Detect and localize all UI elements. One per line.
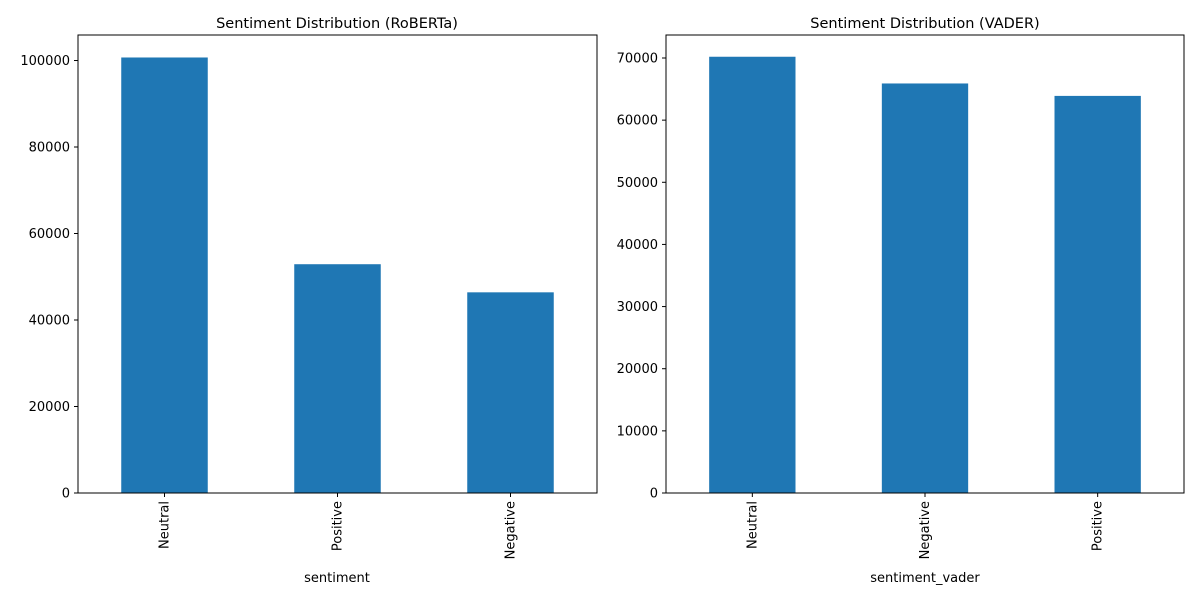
y-tick-label: 50000 (617, 176, 658, 191)
x-axis-label: sentiment_vader (870, 571, 980, 586)
y-axis-ticks: 0 20000 40000 60000 80000 100000 (20, 54, 78, 502)
y-tick-label: 40000 (29, 314, 70, 329)
bar-positive (1054, 95, 1141, 494)
chart-title: Sentiment Distribution (VADER) (810, 16, 1039, 32)
y-tick-label: 30000 (617, 300, 658, 315)
x-axis-ticks: Neutral Positive Negative (158, 493, 519, 559)
x-tick-label: Positive (331, 501, 346, 551)
chart-title: Sentiment Distribution (RoBERTa) (216, 16, 458, 32)
y-tick-label: 20000 (29, 400, 70, 415)
y-tick-label: 20000 (617, 362, 658, 377)
y-tick-label: 100000 (20, 54, 70, 69)
bar-neutral (121, 57, 208, 494)
chart-roberta: Sentiment Distribution (RoBERTa) 0 20000 4… (20, 16, 598, 586)
bar-positive (294, 264, 381, 493)
y-tick-label: 10000 (617, 424, 658, 439)
y-tick-label: 40000 (617, 238, 658, 253)
y-tick-label: 0 (62, 487, 70, 502)
x-tick-label: Negative (918, 501, 933, 559)
chart-vader: Sentiment Distribution (VADER) 0 10000 200… (617, 16, 1185, 586)
y-tick-label: 60000 (617, 114, 658, 129)
y-tick-label: 0 (650, 487, 658, 502)
y-tick-label: 70000 (617, 51, 658, 66)
y-tick-label: 60000 (29, 227, 70, 242)
x-tick-label: Positive (1091, 501, 1106, 551)
bar-negative (881, 83, 969, 494)
bars (709, 56, 1141, 494)
bar-neutral (709, 56, 796, 494)
bars (121, 57, 554, 494)
x-tick-label: Neutral (158, 501, 173, 549)
x-tick-label: Negative (504, 501, 519, 559)
y-axis-ticks: 0 10000 20000 30000 40000 50000 60000 70000 (617, 51, 666, 502)
y-tick-label: 80000 (29, 141, 70, 156)
x-tick-label: Neutral (745, 501, 760, 549)
x-axis-ticks: Neutral Negative Positive (745, 493, 1106, 559)
x-axis-label: sentiment (304, 571, 370, 586)
bar-negative (467, 292, 554, 493)
